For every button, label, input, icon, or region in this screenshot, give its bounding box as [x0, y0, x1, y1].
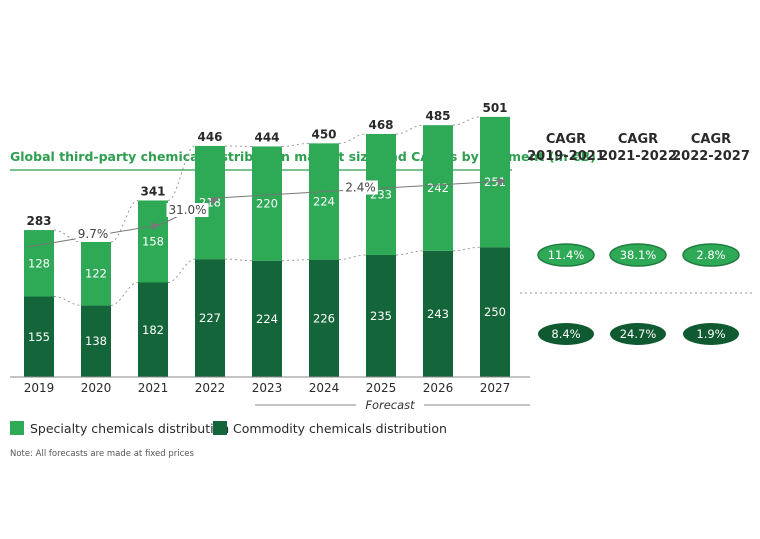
- cagr-header-2-line1: CAGR: [618, 132, 658, 147]
- data-label-total-2022: 446: [197, 130, 222, 144]
- x-tick-label-2025: 2025: [366, 381, 397, 395]
- bar-specialty-2020: [81, 242, 111, 306]
- x-tick-label-2022: 2022: [195, 381, 226, 395]
- pill-value: 24.7%: [620, 327, 657, 341]
- cagr-specialty-2019-2021: 11.4%: [537, 243, 595, 267]
- x-axis-ticks: 2019 2020 2021 2022 2023 2024 2025 2026 2027: [24, 381, 511, 395]
- pill-value: 38.1%: [620, 248, 657, 262]
- data-label-specialty-2026: 242: [427, 181, 449, 195]
- x-tick-label-2023: 2023: [252, 381, 283, 395]
- x-tick-label-2024: 2024: [309, 381, 340, 395]
- data-label-specialty-2021: 158: [142, 234, 164, 248]
- data-label-total-2019: 283: [26, 214, 51, 228]
- bar-commodity-2020: [81, 305, 111, 377]
- data-label-specialty-2019: 128: [28, 256, 50, 270]
- data-label-specialty-2020: 122: [85, 267, 107, 281]
- pill-value: 8.4%: [551, 327, 580, 341]
- cagr-header-1: CAGR 2019-2021: [527, 132, 605, 164]
- growth-arrow-2-label: 31.0%: [168, 203, 206, 217]
- data-label-commodity-2024: 226: [313, 311, 335, 325]
- growth-arrow-2-label-bg: [166, 203, 209, 217]
- pill-shape: [609, 243, 667, 267]
- bar-specialty-2024: [309, 143, 339, 260]
- cagr-header-3: CAGR 2022-2027: [672, 132, 750, 164]
- growth-arrow-1-label-bg: [75, 227, 111, 241]
- pill-value: 2.8%: [696, 248, 725, 262]
- bar-commodity-2027: [480, 247, 510, 377]
- bar-commodity-2023: [252, 260, 282, 377]
- cagr-commodity-2022-2027: 1.9%: [683, 323, 739, 345]
- bar-commodity-2019: [24, 296, 54, 377]
- x-tick-label-2027: 2027: [480, 381, 511, 395]
- pill-shape: [683, 323, 739, 345]
- cagr-commodity-2019-2021: 8.4%: [538, 323, 594, 345]
- forecast-label: Forecast: [365, 398, 415, 412]
- data-label-total-2024: 450: [311, 127, 336, 141]
- bar-commodity-2026: [423, 250, 453, 377]
- bar-commodity-2021: [138, 282, 168, 377]
- data-label-commodity-2023: 224: [256, 312, 278, 326]
- cagr-header-2-line2: 2021-2022: [599, 149, 677, 164]
- pill-shape: [610, 323, 666, 345]
- bar-commodity-2022: [195, 259, 225, 377]
- bar-commodity-2025: [366, 254, 396, 377]
- cagr-header-2: CAGR 2021-2022: [599, 132, 677, 164]
- pill-shape: [537, 243, 595, 267]
- legend-label-commodity: Commodity chemicals distribution: [233, 421, 447, 436]
- bar-specialty-2021: [138, 200, 168, 283]
- data-label-commodity-2021: 182: [142, 323, 164, 337]
- x-tick-label-2020: 2020: [81, 381, 112, 395]
- bar-commodity-2024: [309, 259, 339, 377]
- bar-specialty-2026: [423, 125, 453, 251]
- cagr-header-3-line2: 2022-2027: [672, 149, 750, 164]
- cagr-commodity-2021-2022: 24.7%: [610, 323, 666, 345]
- growth-arrow-3-label-bg: [343, 180, 378, 195]
- cagr-specialty-2022-2027: 2.8%: [682, 243, 740, 267]
- pill-value: 1.9%: [696, 327, 725, 341]
- legend-swatch-specialty: [10, 421, 24, 435]
- x-tick-label-2019: 2019: [24, 381, 55, 395]
- data-label-total-2021: 341: [140, 184, 165, 198]
- pill-shape: [538, 323, 594, 345]
- cagr-header-1-line2: 2019-2021: [527, 149, 605, 164]
- data-label-commodity-2020: 138: [85, 334, 107, 348]
- pill-value: 11.4%: [548, 248, 585, 262]
- legend: Specialty chemicals distribution Commodi…: [10, 421, 447, 436]
- growth-arrow-3-label: 2.4%: [345, 181, 376, 195]
- data-label-total-2025: 468: [368, 118, 393, 132]
- cagr-header-3-line1: CAGR: [691, 132, 731, 147]
- data-label-total-2027: 501: [482, 101, 507, 115]
- pill-shape: [682, 243, 740, 267]
- data-label-commodity-2026: 243: [427, 307, 449, 321]
- x-tick-label-2026: 2026: [423, 381, 454, 395]
- data-label-total-2023: 444: [254, 130, 279, 144]
- data-label-commodity-2025: 235: [370, 309, 392, 323]
- data-label-total-2026: 485: [425, 109, 450, 123]
- legend-label-specialty: Specialty chemicals distribution: [30, 421, 229, 436]
- data-label-specialty-2023: 220: [256, 197, 278, 211]
- forecast-bracket: Forecast: [255, 398, 530, 412]
- x-tick-label-2021: 2021: [138, 381, 169, 395]
- cagr-specialty-2021-2022: 38.1%: [609, 243, 667, 267]
- legend-swatch-commodity: [213, 421, 227, 435]
- cagr-header-1-line1: CAGR: [546, 132, 586, 147]
- data-label-commodity-2019: 155: [28, 330, 50, 344]
- bar-specialty-2019: [24, 230, 54, 297]
- growth-annotations: 9.7% 31.0% 2.4%: [26, 177, 506, 248]
- data-label-specialty-2024: 224: [313, 195, 335, 209]
- bar-specialty-2023: [252, 146, 282, 261]
- growth-arrow-1-label: 9.7%: [78, 227, 109, 241]
- footnote: Note: All forecasts are made at fixed pr…: [10, 449, 195, 459]
- total-trend-dotted-line: [53, 116, 481, 243]
- data-label-commodity-2027: 250: [484, 305, 506, 319]
- data-label-commodity-2022: 227: [199, 311, 221, 325]
- trend-dotted-lines: [53, 116, 481, 306]
